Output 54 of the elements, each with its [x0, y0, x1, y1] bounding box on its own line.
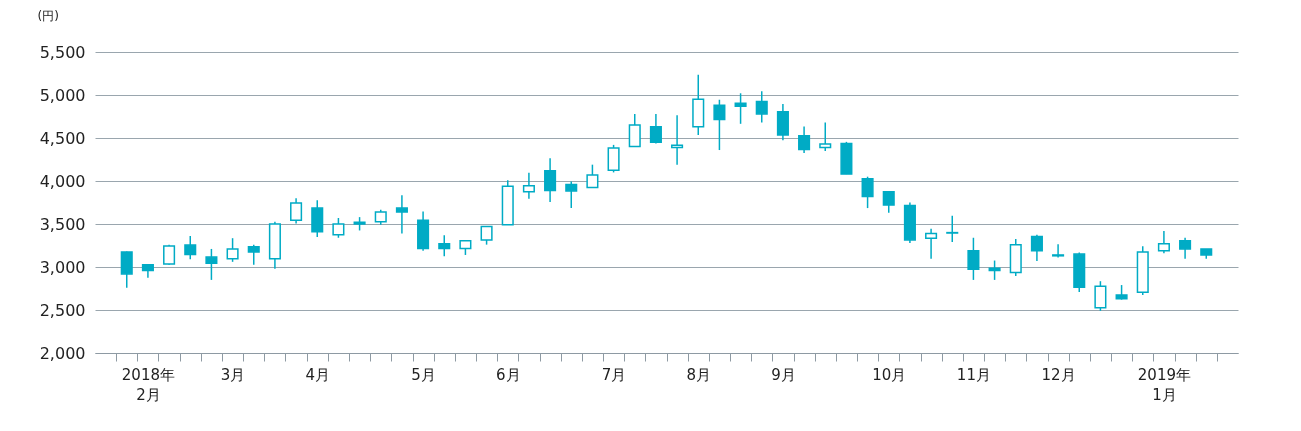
candlestick: [544, 157, 557, 203]
candlestick: [438, 234, 451, 257]
x-tick-label: 2018年 2月: [121, 365, 176, 404]
y-tick-label: 5,500: [39, 42, 86, 62]
candlestick: [649, 113, 662, 145]
candlestick: [755, 90, 768, 124]
candlestick: [967, 237, 980, 281]
x-tick-label: 10月: [872, 365, 907, 384]
x-tick-label: 9月: [771, 365, 796, 384]
candlestick: [184, 235, 197, 261]
candlestick: [798, 125, 811, 154]
candlestick: [395, 194, 408, 235]
x-tick-label: 8月: [686, 365, 712, 384]
candlestick: [120, 250, 133, 289]
y-tick-label: 2,000: [39, 343, 86, 363]
x-tick-label: 2019年 1月: [1137, 365, 1192, 404]
candlestick: [586, 163, 599, 189]
x-tick-label: 5月: [411, 365, 436, 384]
candlestick: [861, 175, 874, 209]
y-tick-label: 4,000: [39, 171, 86, 191]
y-tick-label: 3,000: [39, 257, 86, 277]
candlestick: [819, 121, 832, 152]
x-tick-label: 12月: [1041, 365, 1076, 384]
candlestick: [1094, 280, 1107, 312]
candlestick: [1157, 230, 1170, 254]
x-tick-label: 7月: [601, 365, 627, 384]
y-tick-label: 3,500: [39, 214, 86, 234]
candlestick: [290, 197, 303, 225]
candlestick: [332, 217, 345, 239]
candlestick: [480, 225, 493, 246]
x-tick-label: 3月: [220, 365, 246, 384]
candlestick: [776, 103, 789, 141]
candlestick: [1179, 237, 1192, 260]
candlestick: [205, 248, 218, 281]
candlestick: [1052, 243, 1065, 259]
y-tick-label: 4,500: [39, 128, 86, 148]
candlestick: [925, 227, 938, 260]
candlestick: [734, 92, 747, 125]
x-tick-label: 11月: [956, 365, 991, 384]
candlestick: [311, 199, 324, 238]
candlestick: [946, 215, 959, 243]
candlestick: [713, 98, 726, 151]
candlestick: [522, 172, 535, 200]
y-axis-title: (円): [37, 8, 59, 23]
x-tick-label: 6月: [495, 365, 521, 384]
y-tick-label: 5,000: [39, 85, 86, 105]
candlestick: [607, 144, 620, 174]
y-tick-label: 2,500: [39, 300, 86, 320]
candlestick: [247, 243, 260, 266]
candlestick: [565, 180, 578, 209]
candlestick: [1030, 234, 1043, 262]
x-tick-label: 4月: [305, 365, 331, 384]
candlestick: [226, 237, 239, 263]
candlestick: [628, 113, 641, 148]
